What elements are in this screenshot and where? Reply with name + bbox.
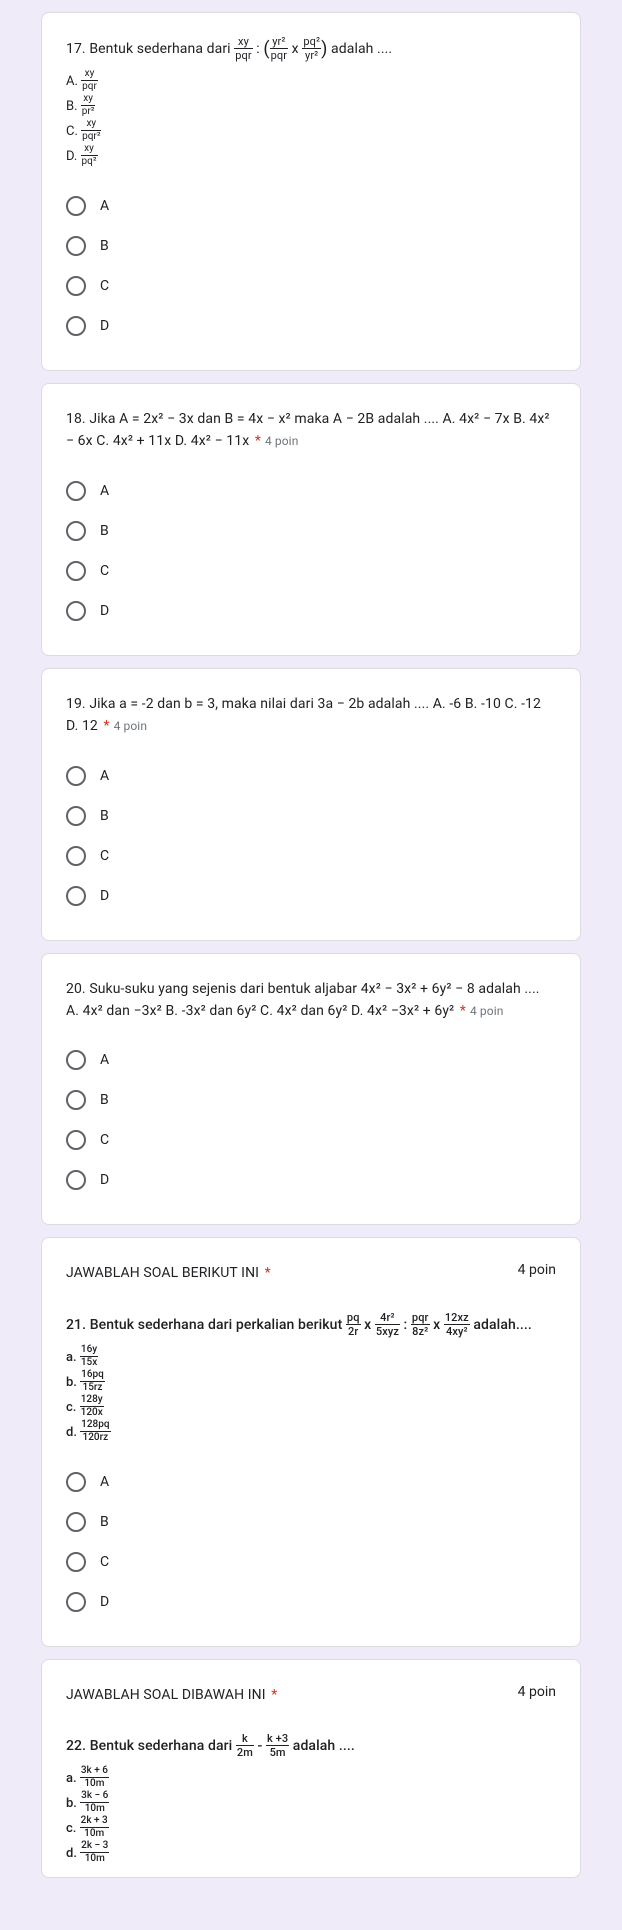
radio-option-a[interactable]: A bbox=[66, 186, 556, 226]
radio-option-c[interactable]: C bbox=[66, 266, 556, 306]
radio-option-c[interactable]: C bbox=[66, 836, 556, 876]
radio-option-b[interactable]: B bbox=[66, 1502, 556, 1542]
radio-option-a[interactable]: A bbox=[66, 471, 556, 511]
radio-group: A B C D bbox=[66, 1040, 556, 1200]
radio-option-d[interactable]: D bbox=[66, 306, 556, 346]
radio-option-b[interactable]: B bbox=[66, 511, 556, 551]
radio-option-c[interactable]: C bbox=[66, 551, 556, 591]
question-card-17: 17. Bentuk sederhana dari xypqr : (yr²pq… bbox=[41, 12, 581, 371]
question-card-19: 19. Jika a = -2 dan b = 3, maka nilai da… bbox=[41, 668, 581, 941]
question-card-18: 18. Jika A = 2x² − 3x dan B = 4x − x² ma… bbox=[41, 383, 581, 656]
radio-group: A B C D bbox=[66, 1462, 556, 1622]
question-text: 18. Jika A = 2x² − 3x dan B = 4x − x² ma… bbox=[66, 408, 556, 453]
question-card-21: JAWABLAH SOAL BERIKUT INI * 4 poin 21. B… bbox=[41, 1237, 581, 1646]
radio-option-d[interactable]: D bbox=[66, 591, 556, 631]
radio-option-d[interactable]: D bbox=[66, 1160, 556, 1200]
answer-options-math: a. 16y15x b. 16pq15rz c. 128y120x d. 128… bbox=[66, 1346, 556, 1444]
section-header: JAWABLAH SOAL DIBAWAH INI * bbox=[66, 1684, 277, 1706]
question-text: 20. Suku-suku yang sejenis dari bentuk a… bbox=[66, 978, 556, 1023]
radio-option-d[interactable]: D bbox=[66, 1582, 556, 1622]
points-label: 4 poin bbox=[518, 1684, 556, 1700]
question-text: 21. Bentuk sederhana dari perkalian beri… bbox=[66, 1313, 556, 1338]
radio-option-a[interactable]: A bbox=[66, 756, 556, 796]
question-card-20: 20. Suku-suku yang sejenis dari bentuk a… bbox=[41, 953, 581, 1226]
radio-option-c[interactable]: C bbox=[66, 1542, 556, 1582]
radio-option-a[interactable]: A bbox=[66, 1040, 556, 1080]
question-card-22: JAWABLAH SOAL DIBAWAH INI * 4 poin 22. B… bbox=[41, 1659, 581, 1878]
radio-group: A B C D bbox=[66, 756, 556, 916]
answer-options-math: A. xypqr B. xypr² C. xypqr² D. xypq² bbox=[66, 70, 556, 168]
question-text: 19. Jika a = -2 dan b = 3, maka nilai da… bbox=[66, 693, 556, 738]
question-text: 22. Bentuk sederhana dari k2m - k +35m a… bbox=[66, 1734, 556, 1759]
question-text: 17. Bentuk sederhana dari xypqr : (yr²pq… bbox=[66, 37, 556, 62]
radio-option-d[interactable]: D bbox=[66, 876, 556, 916]
radio-option-a[interactable]: A bbox=[66, 1462, 556, 1502]
radio-option-c[interactable]: C bbox=[66, 1120, 556, 1160]
radio-option-b[interactable]: B bbox=[66, 796, 556, 836]
answer-options-math: a. 3k + 610m b. 3k − 610m c. 2k + 310m d… bbox=[66, 1767, 556, 1865]
radio-option-b[interactable]: B bbox=[66, 226, 556, 266]
points-label: 4 poin bbox=[518, 1262, 556, 1278]
radio-group: A B C D bbox=[66, 471, 556, 631]
radio-option-b[interactable]: B bbox=[66, 1080, 556, 1120]
section-header: JAWABLAH SOAL BERIKUT INI * bbox=[66, 1262, 271, 1284]
radio-group: A B C D bbox=[66, 186, 556, 346]
